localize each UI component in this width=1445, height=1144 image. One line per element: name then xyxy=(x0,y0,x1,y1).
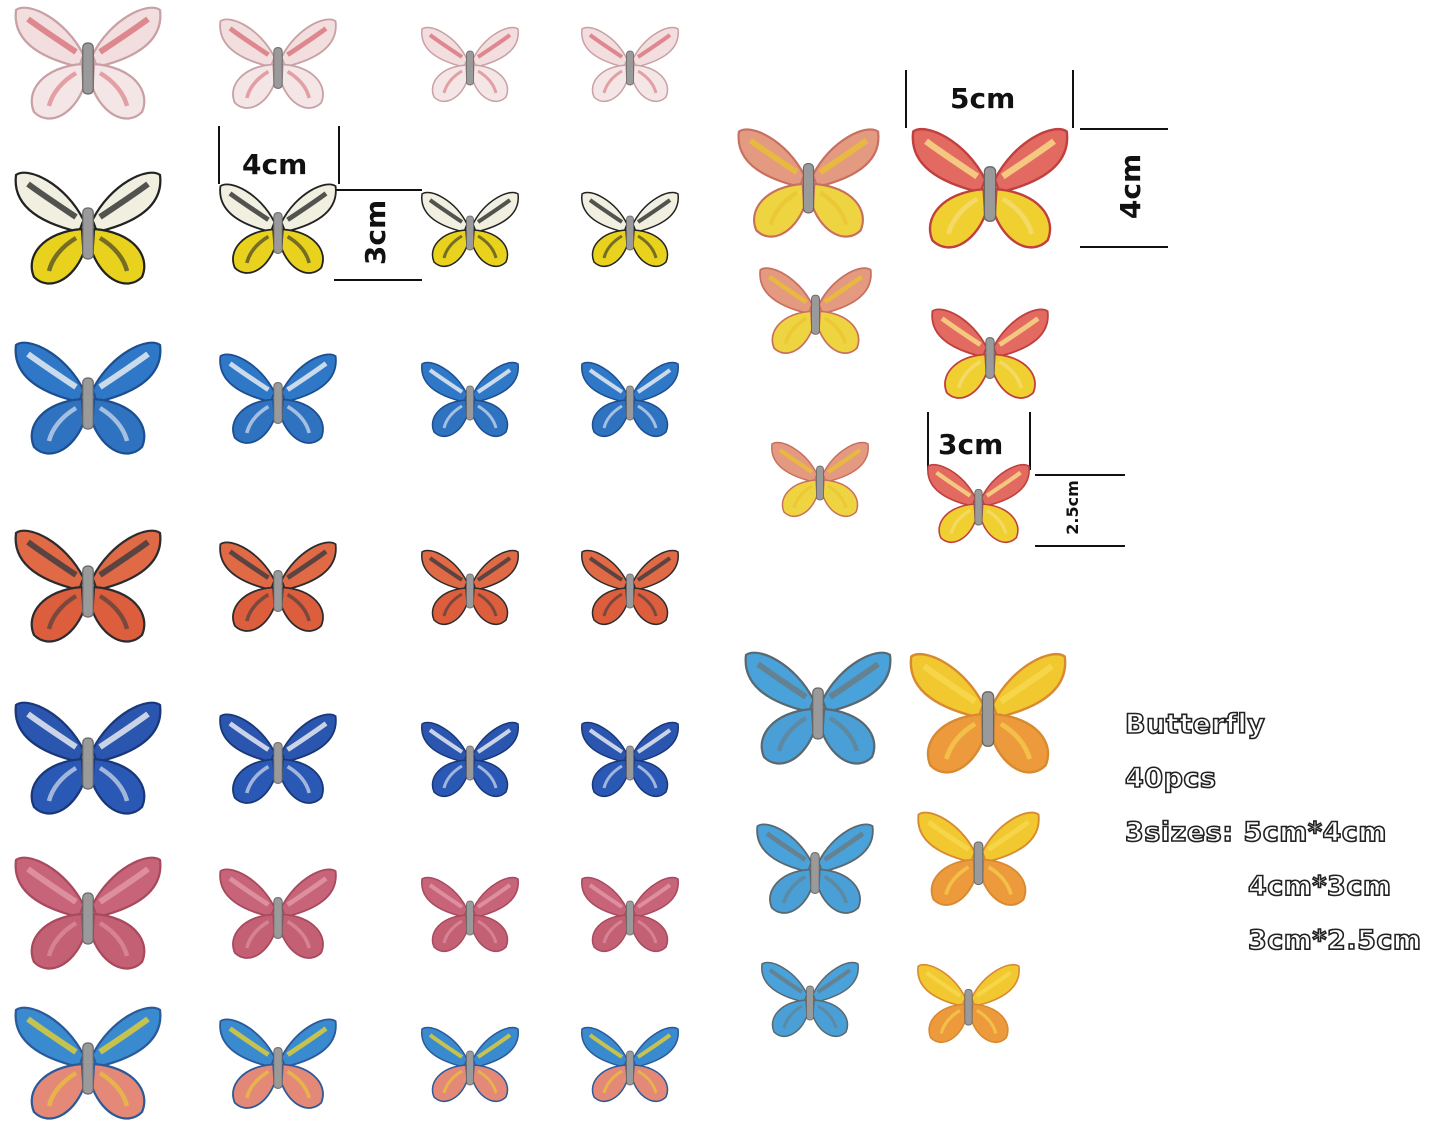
butterfly-salmon_yellow xyxy=(758,267,872,354)
butterfly-orange_brown xyxy=(421,549,519,625)
dim-line xyxy=(1080,128,1168,130)
spec-count: 40pcs xyxy=(1124,762,1217,795)
butterfly-pink_white xyxy=(581,26,679,102)
dim-line xyxy=(1035,474,1125,476)
butterfly-salmon_yellow xyxy=(736,128,880,238)
butterfly-rainbow xyxy=(581,1026,679,1102)
butterfly-blue_white xyxy=(421,361,519,437)
butterfly-golden xyxy=(916,964,1020,1044)
butterfly-pink_white xyxy=(219,18,337,109)
butterfly-yellow_black xyxy=(421,191,519,267)
spec-sizes-1: 3sizes: 5cm*4cm xyxy=(1124,816,1387,849)
butterfly-yellow_black xyxy=(14,171,162,285)
small-height-label: 2.5cm xyxy=(1062,480,1082,535)
butterfly-red_yellow xyxy=(931,308,1049,399)
butterfly-red_yellow xyxy=(926,464,1030,544)
dim-line xyxy=(1029,412,1031,470)
butterfly-yellow_black xyxy=(219,183,337,274)
butterfly-rainbow xyxy=(421,1026,519,1102)
butterfly-rainbow xyxy=(219,1018,337,1109)
butterfly-blue_white xyxy=(219,353,337,444)
spec-name: Butterfly xyxy=(1124,708,1266,741)
butterfly-rainbow xyxy=(14,1006,162,1120)
dim-line xyxy=(1072,70,1074,128)
medium-width-label: 4cm xyxy=(242,148,308,181)
butterfly-pink_white xyxy=(14,6,162,120)
spec-sizes-2: 4cm*3cm xyxy=(1247,870,1392,903)
spec-sizes-3: 3cm*2.5cm xyxy=(1247,924,1422,957)
butterfly-rose xyxy=(14,856,162,970)
butterfly-pink_white xyxy=(421,26,519,102)
butterfly-blue_white xyxy=(14,341,162,455)
dim-line xyxy=(338,126,340,184)
dim-line xyxy=(334,279,422,281)
large-height-label: 4cm xyxy=(1114,153,1148,220)
butterfly-rose xyxy=(421,876,519,952)
butterfly-rose xyxy=(581,876,679,952)
butterfly-navy_white xyxy=(14,701,162,815)
dim-line xyxy=(334,189,422,191)
butterfly-orange_brown xyxy=(14,529,162,643)
butterfly-orange_brown xyxy=(219,541,337,632)
butterfly-salmon_yellow xyxy=(771,441,869,517)
dim-line xyxy=(218,126,220,184)
butterfly-golden xyxy=(916,811,1040,906)
butterfly-navy_white xyxy=(581,721,679,797)
butterfly-sky_blue xyxy=(744,651,892,765)
butterfly-sky_blue xyxy=(761,961,859,1037)
butterfly-red_yellow xyxy=(911,127,1069,249)
butterfly-blue_white xyxy=(581,361,679,437)
butterfly-rose xyxy=(219,868,337,959)
medium-height-label: 3cm xyxy=(359,199,393,266)
dim-line xyxy=(1080,246,1168,248)
large-width-label: 5cm xyxy=(950,82,1016,115)
dim-line xyxy=(927,412,929,470)
butterfly-yellow_black xyxy=(581,191,679,267)
dim-line xyxy=(905,70,907,128)
small-width-label: 3cm xyxy=(938,428,1004,461)
butterfly-sky_blue xyxy=(756,823,874,914)
dim-line xyxy=(1035,545,1125,547)
butterfly-orange_brown xyxy=(581,549,679,625)
butterfly-navy_white xyxy=(219,713,337,804)
butterfly-navy_white xyxy=(421,721,519,797)
butterfly-golden xyxy=(909,652,1067,774)
